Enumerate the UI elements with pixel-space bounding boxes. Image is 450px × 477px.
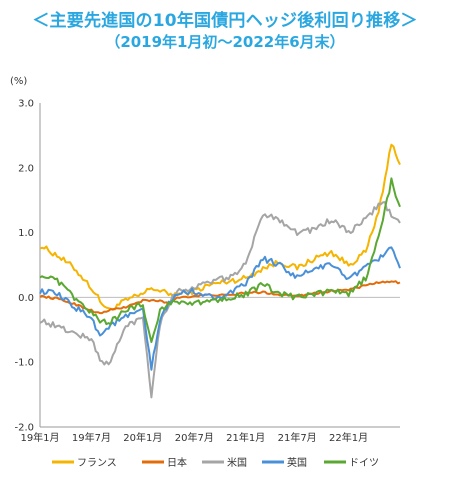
chart-title: ＜主要先進国の10年国債円ヘッジ後利回り推移＞ [32,11,418,31]
legend-label: 米国 [227,456,247,469]
x-tick-label: 20年1月 [123,431,162,444]
y-tick-label: 3.0 [18,99,34,110]
series-line-2 [39,201,401,399]
chart-subtitle: （2019年1月初～2022年6月末） [105,33,345,51]
y-tick-label: 2.0 [18,163,34,174]
y-axis-unit: (%) [10,76,27,87]
legend-label: フランス [77,457,117,469]
x-tick-label: 20年7月 [175,431,214,444]
x-tick-label: 21年7月 [278,431,317,444]
series-line-3 [39,246,401,371]
legend-label: 英国 [287,456,307,469]
legend-label: 日本 [167,456,187,469]
series-line-0 [39,143,401,311]
y-tick-label: 1.0 [18,228,34,239]
series-line-1 [39,280,401,315]
y-tick-label: -1.0 [14,358,34,369]
x-tick-label: 19年7月 [72,431,111,444]
legend-label: ドイツ [349,458,379,469]
y-tick-label: -2.0 [14,423,34,434]
x-tick-label: 19年1月 [20,431,59,444]
x-tick-label: 21年1月 [226,431,265,444]
y-tick-label: 0.0 [18,293,34,304]
x-tick-label: 22年1月 [329,431,368,444]
series-line-4 [39,177,401,343]
